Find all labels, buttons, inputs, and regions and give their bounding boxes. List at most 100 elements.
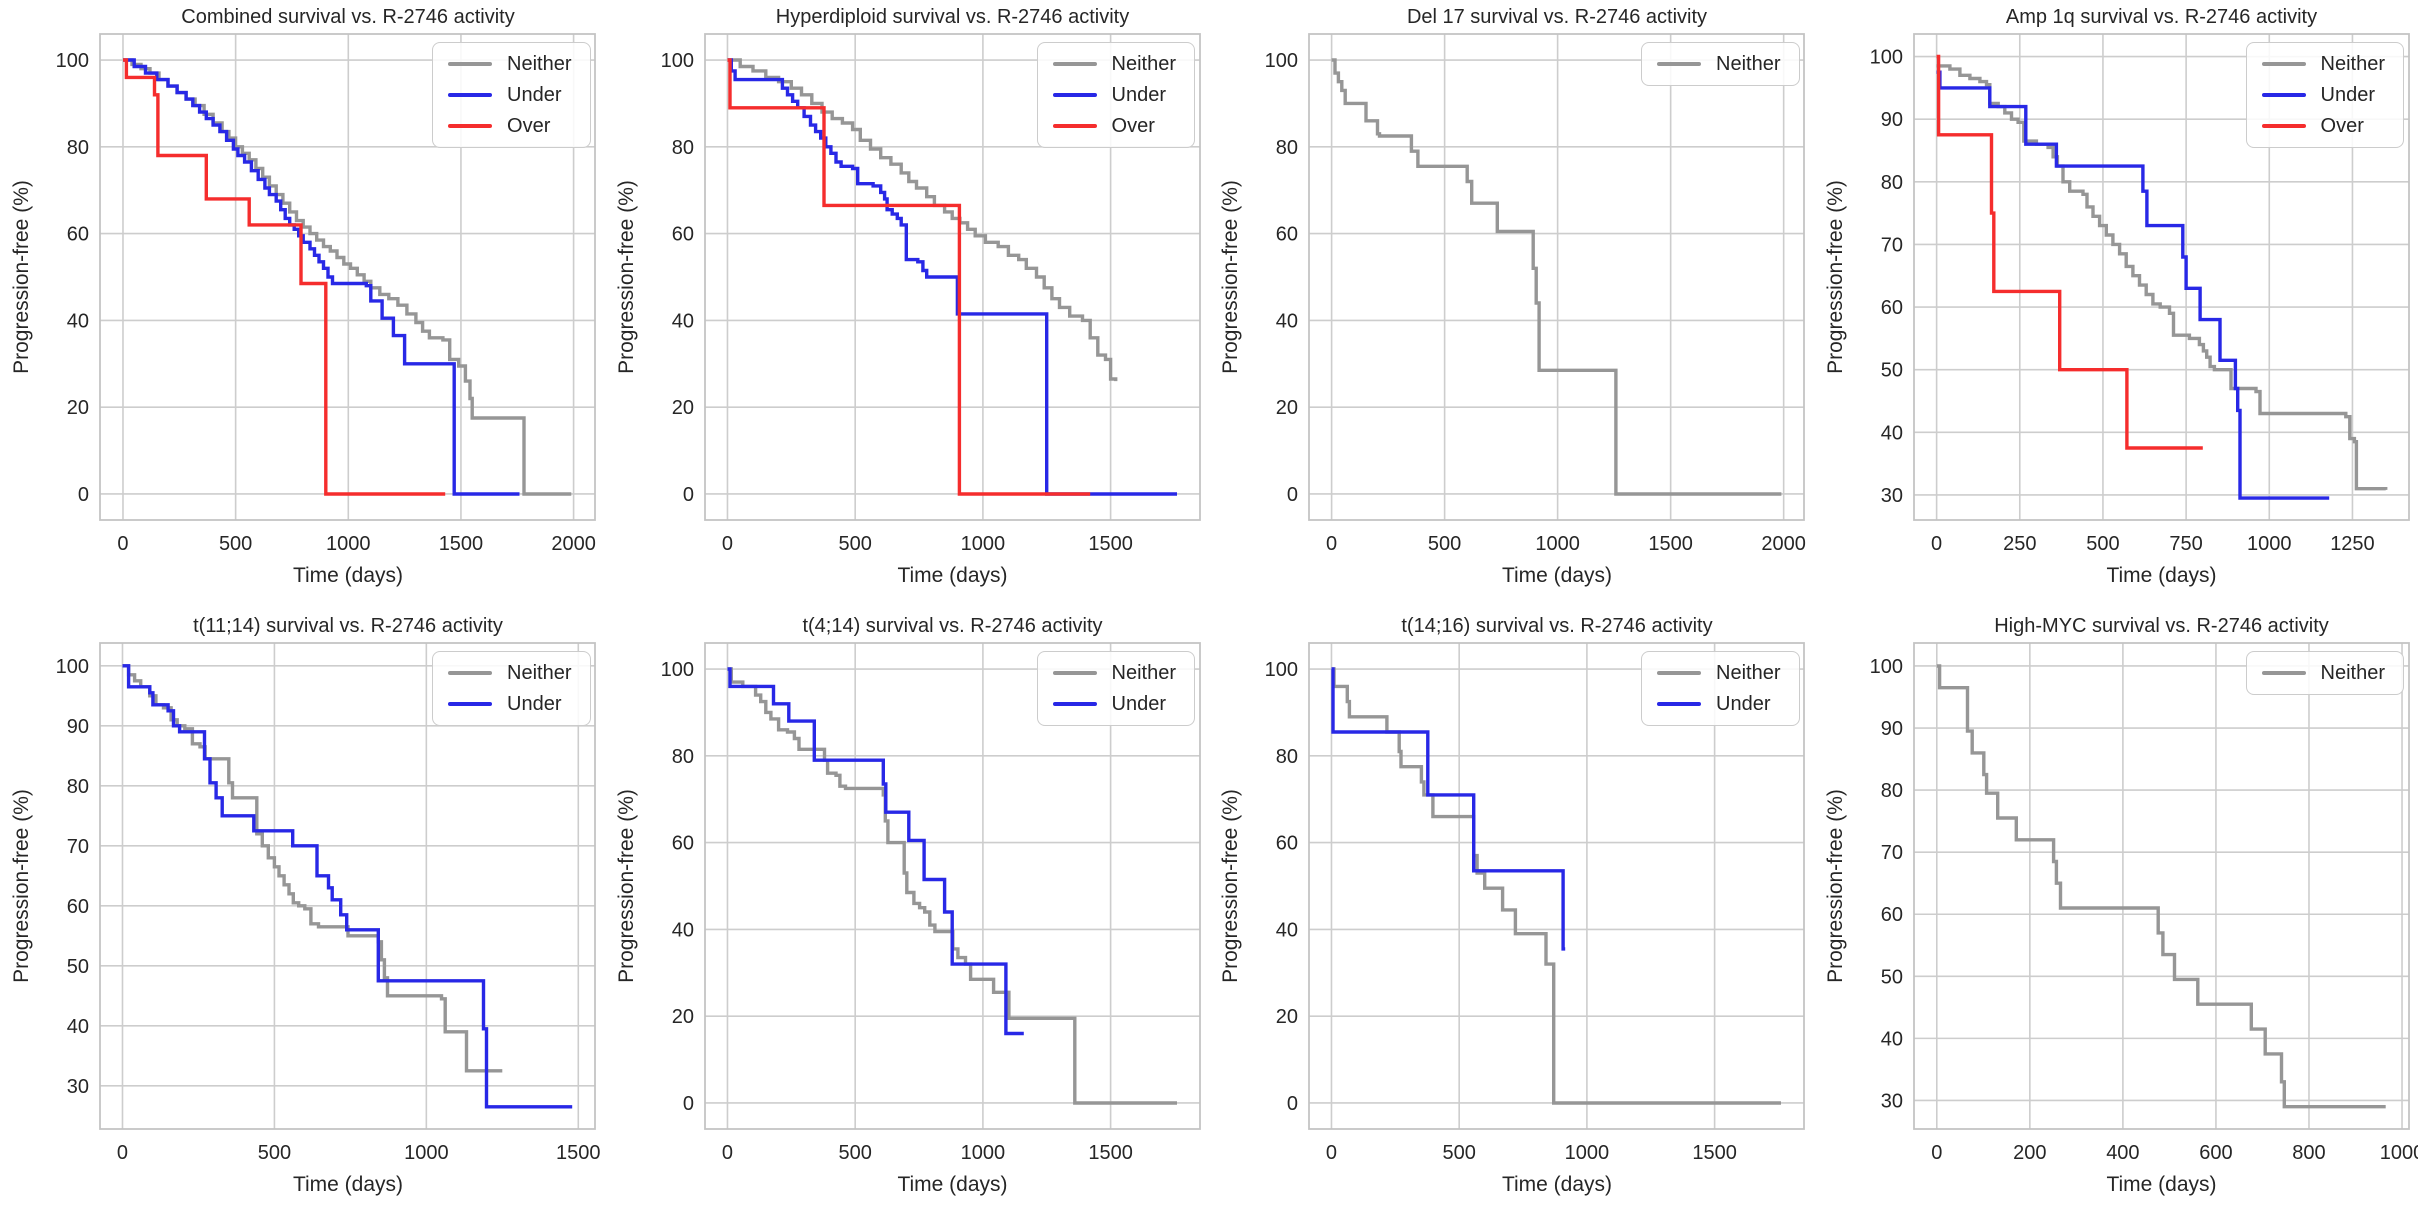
subplot-combined: 0 500 1000 1500 2000 0 20 40 60 80 100 Combined su… xyxy=(0,0,605,609)
legend-line-swatch xyxy=(2261,61,2306,67)
legend-entry-neither: Neither xyxy=(2261,54,2385,74)
y-tick-label: 0 xyxy=(1287,484,1298,506)
plot-area: 0 500 1000 1500 2000 0 20 40 60 80 100 xyxy=(1265,33,1806,555)
legend-label: Neither xyxy=(507,53,572,75)
plot-area: 0 500 1000 1500 0 20 40 60 80 100 xyxy=(1265,642,1805,1164)
y-tick-label: 50 xyxy=(1880,966,1902,988)
y-tick-label: 60 xyxy=(671,224,693,246)
legend-line-swatch xyxy=(448,61,493,67)
y-tick-label: 20 xyxy=(67,397,89,419)
chart-title: Amp 1q survival vs. R-2746 activity xyxy=(2005,6,2318,28)
plot-spines xyxy=(1308,33,1805,521)
plot-spines xyxy=(1912,33,2410,521)
plot-spines xyxy=(99,642,596,1130)
legend-line-swatch xyxy=(448,701,493,707)
legend-label: Neither xyxy=(2320,662,2385,684)
legend-label: Under xyxy=(507,84,562,106)
y-axis-label: Progression-free (%) xyxy=(614,789,638,983)
x-tick-label: 1000 xyxy=(404,1142,449,1164)
plot-spines xyxy=(99,33,596,521)
y-tick-label: 100 xyxy=(660,659,693,681)
legend-line-swatch xyxy=(1657,701,1702,707)
legend-line-swatch xyxy=(1657,670,1702,676)
y-tick-label: 40 xyxy=(1880,1028,1902,1050)
y-axis-label: Progression-free (%) xyxy=(614,180,638,374)
y-tick-label: 40 xyxy=(67,1016,89,1038)
legend-line-swatch xyxy=(1052,670,1097,676)
y-tick-label: 100 xyxy=(1265,659,1298,681)
chart-title: t(11;14) survival vs. R-2746 activity xyxy=(193,615,503,637)
legend-line-swatch xyxy=(1052,92,1097,98)
x-tick-label: 1500 xyxy=(1088,533,1133,555)
x-tick-label: 500 xyxy=(1442,1142,1475,1164)
y-tick-label: 60 xyxy=(1276,224,1298,246)
y-tick-label: 40 xyxy=(67,310,89,332)
series-line-neither xyxy=(122,664,503,1073)
x-tick-label: 2000 xyxy=(1761,533,1806,555)
legend-label: Neither xyxy=(1716,662,1781,684)
legend: Neither Under xyxy=(1641,651,1800,726)
y-tick-label: 100 xyxy=(56,50,89,72)
y-tick-label: 100 xyxy=(1265,50,1298,72)
legend-label: Under xyxy=(1111,693,1166,715)
series-line-neither xyxy=(1936,64,2387,491)
series-line-under xyxy=(727,667,1024,1036)
x-tick-label: 0 xyxy=(1931,1142,1942,1164)
legend: Neither Under Over xyxy=(432,42,591,148)
y-tick-label: 30 xyxy=(1880,1090,1902,1112)
x-tick-label: 2000 xyxy=(551,533,596,555)
legend-entry-neither: Neither xyxy=(448,53,572,75)
y-tick-label: 0 xyxy=(78,484,89,506)
subplot-hyperdiploid: 0 500 1000 1500 0 20 40 60 80 100 Hyperdiploid su… xyxy=(605,0,1210,609)
legend-entry-under: Under xyxy=(2261,85,2385,105)
legend-line-swatch xyxy=(1657,61,1702,67)
y-tick-label: 100 xyxy=(56,656,89,678)
legend: Neither Under xyxy=(1036,651,1195,726)
y-tick-label: 0 xyxy=(1287,1093,1298,1115)
plot-area: 0 500 1000 1500 2000 0 20 40 60 80 100 xyxy=(56,33,596,555)
y-tick-label: 100 xyxy=(660,50,693,72)
y-tick-label: 40 xyxy=(1276,919,1298,941)
plot-area: 0 500 1000 1500 30 40 50 60 70 80 90 100 xyxy=(56,642,601,1164)
legend-label: Over xyxy=(1111,115,1155,137)
x-axis-label: Time (days) xyxy=(2106,564,2217,587)
legend-line-swatch xyxy=(2261,123,2306,129)
y-tick-label: 90 xyxy=(1880,718,1902,740)
legend-entry-over: Over xyxy=(1052,115,1176,137)
x-tick-label: 500 xyxy=(219,533,252,555)
legend-entry-under: Under xyxy=(448,85,571,105)
x-axis-label: Time (days) xyxy=(897,1173,1008,1196)
x-tick-label: 800 xyxy=(2292,1142,2325,1164)
x-tick-label: 1500 xyxy=(556,1142,601,1164)
x-tick-label: 500 xyxy=(838,1142,871,1164)
x-tick-label: 500 xyxy=(838,533,871,555)
y-tick-label: 80 xyxy=(1276,137,1298,159)
legend: Neither xyxy=(2245,651,2404,695)
y-tick-label: 0 xyxy=(682,1093,693,1115)
x-axis-label: Time (days) xyxy=(897,564,1008,587)
x-tick-label: 1000 xyxy=(2379,1142,2418,1164)
x-axis-label: Time (days) xyxy=(1501,1173,1613,1196)
chart-title: t(4;14) survival vs. R-2746 activity xyxy=(802,615,1103,637)
x-tick-label: 0 xyxy=(1326,1142,1337,1164)
legend-line-swatch xyxy=(448,92,493,98)
x-tick-label: 0 xyxy=(1931,533,1942,555)
subplot-amp1q: 0 250 500 750 1000 1250 30 40 50 60 70 80 90 100 Amp … xyxy=(1814,0,2418,609)
legend-entry-neither: Neither xyxy=(1052,54,1176,74)
subplot-del17: 0 500 1000 1500 2000 0 20 40 60 80 100 Del 17 surv… xyxy=(1209,0,1814,609)
x-tick-label: 1000 xyxy=(1565,1142,1610,1164)
series-line-neither xyxy=(1936,664,2386,1109)
x-tick-label: 500 xyxy=(2086,533,2119,555)
series-line-under xyxy=(122,664,573,1109)
x-tick-label: 750 xyxy=(2169,533,2202,555)
y-tick-label: 60 xyxy=(1880,904,1902,926)
legend-entry-neither: Neither xyxy=(1657,662,1781,684)
series-line-under xyxy=(727,58,1177,496)
y-tick-label: 30 xyxy=(1880,485,1902,507)
x-tick-label: 1000 xyxy=(326,533,371,555)
plot-area: 0 200 400 600 800 1000 30 40 50 60 70 80 90 100 xyxy=(1869,642,2418,1164)
x-tick-label: 250 xyxy=(2003,533,2036,555)
legend-label: Under xyxy=(507,693,562,715)
x-tick-label: 0 xyxy=(1326,533,1337,555)
